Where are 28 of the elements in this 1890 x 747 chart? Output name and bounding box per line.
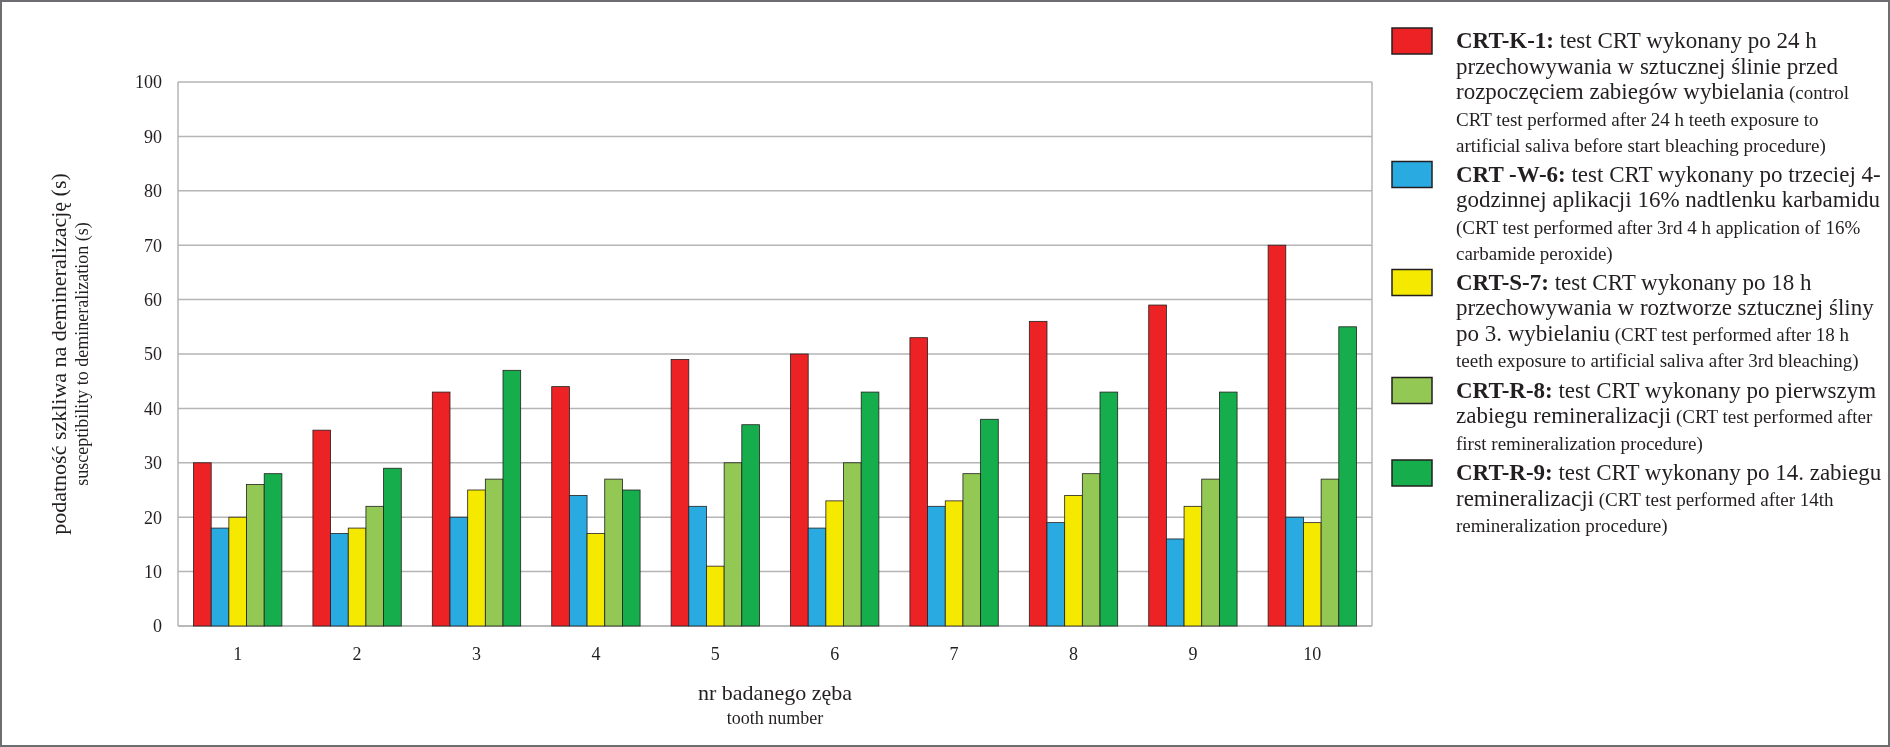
y-axis-title: podatność szkliwa na demineralizację (s) susceptibility to demineralization (s) (46, 173, 93, 535)
legend-label: CRT-R-8: test CRT wykonany po pierwszym zabiegu remineralizacji (CRT test performed after first remineralization procedure) (1456, 377, 1877, 454)
y-tick-label: 40 (144, 398, 162, 419)
legend-label: CRT-S-7: test CRT wykonany po 18 h przechowywania w roztworze sztucznej śliny po 3. wybielaniu (CRT test performed after 18 h teeth exposure to artificial saliva after 3rd bleaching) (1456, 269, 1874, 371)
y-tick-label: 80 (144, 181, 162, 202)
x-tick-label: 6 (830, 644, 840, 664)
y-tick-label: 70 (144, 235, 162, 256)
x-tick-label: 1 (233, 644, 243, 664)
x-tick-label: 2 (352, 644, 362, 664)
x-tick-label: 5 (710, 644, 720, 664)
legend-label: CRT-K-1: test CRT wykonany po 24 h przechowywania w sztucznej ślinie przed rozpoczęciem zabiegów wybielania (control CRT test performed after 24 h teeth exposure to artificial saliva before start bleaching procedure) (1456, 28, 1850, 156)
y-tick-label: 90 (144, 126, 162, 147)
legend-label: CRT -W-6: test CRT wykonany po trzeciej 4-godzinnej aplikacji 16% nadtlenku karbamidu (CRT test performed after 3rd 4 h application of 16% carbamide peroxide) (1456, 161, 1881, 264)
x-tick-label: 7 (949, 644, 959, 664)
y-tick-label: 50 (144, 344, 162, 365)
x-tick-label: 8 (1069, 644, 1078, 664)
y-tick-label: 0 (153, 616, 162, 637)
x-tick-label: 10 (1303, 644, 1322, 664)
x-tick-label: 3 (472, 644, 481, 664)
y-tick-label: 30 (144, 453, 162, 474)
x-tick-label: 9 (1188, 644, 1198, 664)
legend-label: CRT-R-9: test CRT wykonany po 14. zabiegu remineralizacji (CRT test performed after 14th remineralization procedure) (1456, 460, 1882, 536)
y-tick-label: 100 (135, 72, 162, 93)
y-tick-label: 10 (144, 561, 162, 582)
y-tick-label: 20 (144, 507, 162, 528)
x-tick-label: 4 (591, 644, 601, 664)
x-axis-title: nr badanego zęba tooth number (698, 680, 853, 728)
y-tick-label: 60 (144, 289, 162, 310)
